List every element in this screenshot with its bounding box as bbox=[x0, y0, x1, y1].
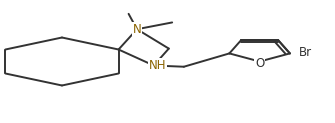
Text: O: O bbox=[255, 57, 264, 70]
Text: Br: Br bbox=[298, 46, 312, 59]
Text: N: N bbox=[133, 23, 141, 36]
Text: NH: NH bbox=[149, 59, 166, 72]
